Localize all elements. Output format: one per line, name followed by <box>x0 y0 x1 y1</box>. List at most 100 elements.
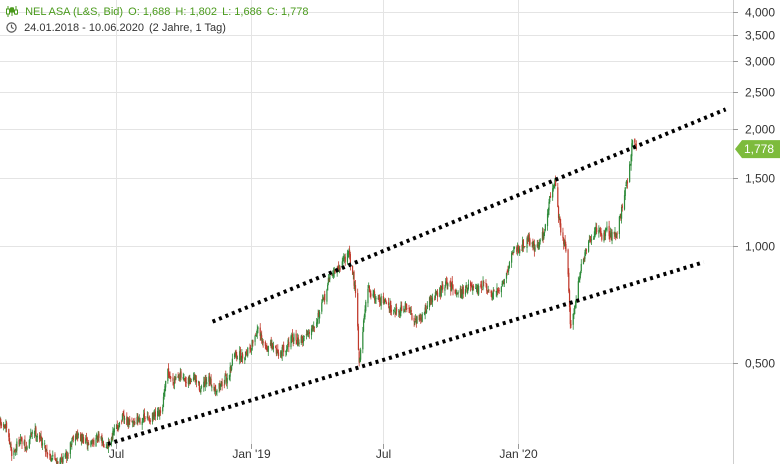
candle-body <box>40 435 42 439</box>
candle-body <box>54 454 56 460</box>
instrument-name[interactable]: NEL ASA (L&S, Bid) <box>25 6 124 18</box>
candle-body <box>511 253 513 254</box>
candle-body <box>503 279 505 285</box>
candle-body <box>570 324 572 326</box>
candle-body <box>388 306 390 310</box>
candlestick-series <box>0 138 637 464</box>
candle-body <box>615 233 618 239</box>
candle-body <box>331 275 333 276</box>
candle-body <box>616 233 618 235</box>
candle-body <box>178 377 180 379</box>
candle-body <box>121 414 124 421</box>
candle-body <box>302 339 304 343</box>
candle-body <box>390 301 392 312</box>
candle-body <box>152 413 154 418</box>
candle-body <box>435 293 437 295</box>
candle-body <box>557 206 560 218</box>
candle-body <box>401 305 403 311</box>
candle-body <box>404 302 406 309</box>
candle-body <box>234 351 236 355</box>
candle-body <box>513 247 516 249</box>
candle-body <box>436 293 438 295</box>
candle-body <box>487 290 489 292</box>
candle-body <box>239 349 242 359</box>
candle-body <box>122 414 124 416</box>
candle-body <box>300 336 302 343</box>
candle-body <box>245 353 247 355</box>
candle-body <box>567 249 569 275</box>
candle-body <box>141 421 143 425</box>
candle-body <box>461 287 464 295</box>
candle-body <box>103 446 105 448</box>
candle-body <box>291 335 293 339</box>
candle-body <box>128 419 130 425</box>
candle-body <box>344 256 346 262</box>
candle-body <box>610 232 612 240</box>
candle-body <box>180 371 182 378</box>
candle-body <box>565 244 567 252</box>
candle-body <box>395 308 397 314</box>
candle-body <box>52 454 54 457</box>
candle-body <box>552 188 554 198</box>
candle-body <box>562 232 564 239</box>
candle-body <box>557 187 559 207</box>
candle-body <box>337 266 339 268</box>
candle-body <box>204 379 206 387</box>
candle-body <box>563 238 565 245</box>
candle-body <box>77 433 79 437</box>
candle-body <box>364 309 366 317</box>
candle-body <box>301 336 303 339</box>
candle-body <box>200 387 202 393</box>
candle-body <box>189 378 191 385</box>
candle-body <box>213 386 215 391</box>
open-value: O: 1,688 <box>128 6 171 18</box>
candle-body <box>431 298 433 301</box>
candle-body <box>288 341 290 348</box>
candle-body <box>450 282 452 292</box>
candle-body <box>393 310 395 311</box>
candle-body <box>608 225 610 237</box>
candle-body <box>3 423 5 428</box>
candle-body <box>445 280 447 282</box>
candle-body <box>113 430 115 432</box>
candle-body <box>203 381 206 387</box>
candle-body <box>629 164 631 166</box>
candle-body <box>187 378 189 385</box>
candle-body <box>159 410 162 413</box>
candle-body <box>590 239 592 241</box>
candle-body <box>172 377 174 381</box>
candle-body <box>419 318 421 320</box>
candle-body <box>334 269 336 274</box>
candle-body <box>341 261 343 269</box>
x-tick-label: Jan '19 <box>232 447 271 461</box>
candle-body <box>280 351 282 358</box>
candle-body <box>198 381 200 391</box>
candle-body <box>606 226 608 231</box>
candle-body <box>74 435 77 442</box>
candle-body <box>306 333 308 336</box>
candle-body <box>513 246 515 253</box>
candle-body <box>481 289 483 291</box>
candle-body <box>153 415 155 417</box>
candle-body <box>409 311 412 313</box>
candle-body <box>475 288 478 290</box>
candle-body <box>16 441 18 451</box>
candle-body <box>275 348 277 354</box>
candle-body <box>598 229 600 234</box>
candle-body <box>10 443 12 451</box>
candle-body <box>492 290 494 299</box>
candle-body <box>81 433 83 440</box>
candle-body <box>136 416 138 425</box>
candle-body <box>626 181 629 184</box>
candle-body <box>423 312 426 314</box>
candle-body <box>282 345 284 347</box>
candle-body <box>168 373 170 376</box>
candle-body <box>583 257 585 260</box>
candle-body <box>354 285 357 294</box>
candle-body <box>449 282 451 284</box>
candle-body <box>159 410 161 415</box>
candle-body <box>595 227 597 231</box>
candle-body <box>568 290 571 308</box>
candle-body <box>505 272 508 279</box>
